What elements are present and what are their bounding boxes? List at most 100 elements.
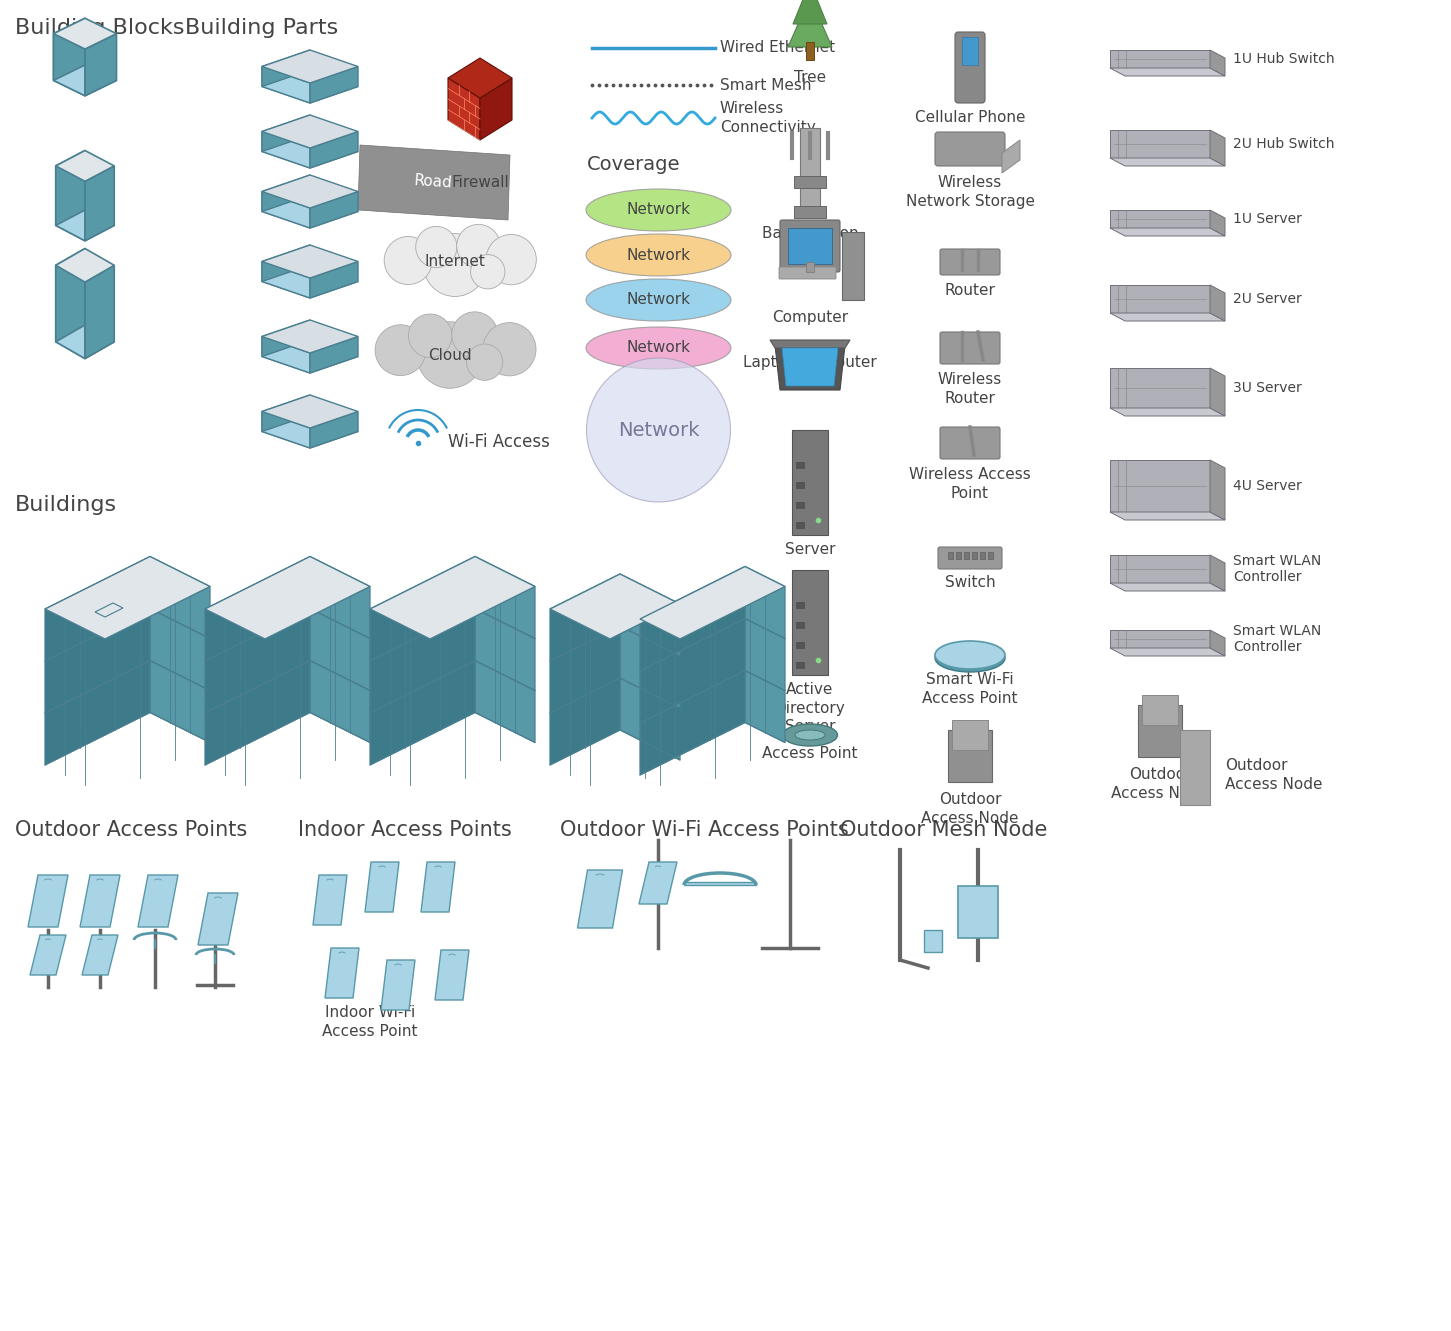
Polygon shape [263,132,311,168]
Bar [952,720,988,749]
Circle shape [586,358,730,502]
Polygon shape [263,337,311,373]
Ellipse shape [586,234,731,276]
Bar [972,552,977,559]
Polygon shape [205,556,311,662]
Ellipse shape [586,189,731,232]
Text: Outdoor Access Points: Outdoor Access Points [15,820,247,840]
Polygon shape [744,671,785,743]
Bar [788,228,831,264]
Bar [1180,729,1210,805]
Polygon shape [550,626,620,713]
Polygon shape [83,934,118,976]
Polygon shape [263,71,358,102]
Polygon shape [782,347,839,386]
Polygon shape [1210,367,1225,417]
Text: Building Parts: Building Parts [184,19,338,39]
Polygon shape [311,660,370,743]
Polygon shape [30,934,65,976]
Polygon shape [45,556,210,639]
Polygon shape [263,261,311,298]
Polygon shape [55,249,86,342]
Ellipse shape [586,280,731,321]
Polygon shape [263,51,311,87]
Polygon shape [311,608,370,691]
Text: Building Blocks: Building Blocks [15,19,184,39]
Circle shape [483,322,535,375]
Polygon shape [311,556,370,639]
Polygon shape [86,166,115,241]
Bar [979,552,985,559]
Bar [1110,461,1210,512]
Text: 2U Hub Switch: 2U Hub Switch [1233,137,1335,150]
Bar [797,522,804,528]
Polygon shape [474,608,535,691]
Polygon shape [55,249,115,282]
Text: Smart Wi-Fi
Access Point: Smart Wi-Fi Access Point [923,672,1017,705]
Ellipse shape [934,642,1006,669]
Text: 3U Server: 3U Server [1233,381,1302,395]
Polygon shape [54,65,116,96]
Text: Cloud: Cloud [428,347,472,362]
Polygon shape [1110,583,1225,591]
Polygon shape [744,567,785,639]
Polygon shape [86,33,116,96]
Polygon shape [382,960,415,1010]
Text: 1U Server: 1U Server [1233,212,1302,226]
FancyBboxPatch shape [940,427,1000,459]
Bar [1110,555,1210,583]
Circle shape [486,234,537,285]
Polygon shape [149,556,210,639]
Bar [1138,705,1183,757]
Polygon shape [45,608,149,713]
Polygon shape [1210,630,1225,656]
Polygon shape [620,677,681,760]
Text: Indoor Wi-Fi
Access Point: Indoor Wi-Fi Access Point [322,1005,418,1038]
Text: Smart WLAN
Controller: Smart WLAN Controller [1233,554,1322,584]
Bar [1110,630,1210,648]
Text: Wireless
Router: Wireless Router [937,371,1003,406]
Text: Outdoor
Access Node: Outdoor Access Node [1225,759,1322,792]
Polygon shape [1003,140,1020,173]
Polygon shape [80,874,120,926]
Polygon shape [149,608,210,691]
Polygon shape [86,265,115,358]
Ellipse shape [934,644,1006,672]
Bar [794,206,826,218]
Polygon shape [421,862,456,912]
Bar [797,482,804,488]
Text: Wi-Fi Access: Wi-Fi Access [448,433,550,451]
Polygon shape [640,567,744,671]
Text: Indoor Access Points: Indoor Access Points [297,820,512,840]
Circle shape [467,343,503,381]
Bar [797,642,804,648]
Polygon shape [263,174,311,212]
FancyBboxPatch shape [934,132,1006,166]
Bar [805,43,814,60]
Polygon shape [1210,130,1225,166]
Polygon shape [311,132,358,168]
Text: 2U Server: 2U Server [1233,291,1302,306]
Polygon shape [205,660,311,765]
Polygon shape [1110,648,1225,656]
Polygon shape [311,192,358,228]
Circle shape [470,254,505,289]
Polygon shape [1210,51,1225,76]
Bar [1110,285,1210,313]
Circle shape [385,237,432,285]
Ellipse shape [586,327,731,369]
Bar [792,430,829,535]
Polygon shape [54,19,116,49]
Polygon shape [263,395,358,429]
Polygon shape [263,174,358,208]
Polygon shape [263,395,311,431]
Polygon shape [54,33,86,96]
Text: 4U Server: 4U Server [1233,479,1302,492]
Text: Computer: Computer [772,310,847,325]
Polygon shape [1110,158,1225,166]
Polygon shape [370,608,474,713]
Polygon shape [263,319,311,357]
Polygon shape [1110,68,1225,76]
Polygon shape [55,210,115,241]
Polygon shape [448,79,480,140]
